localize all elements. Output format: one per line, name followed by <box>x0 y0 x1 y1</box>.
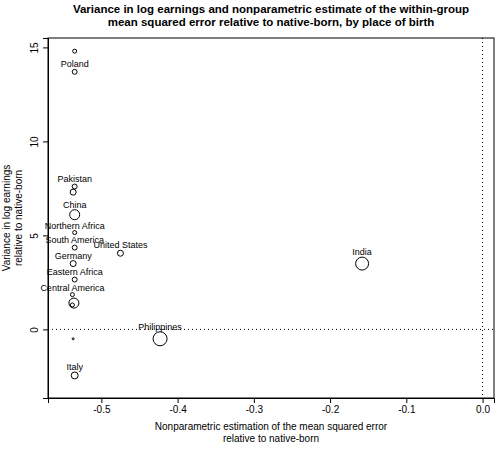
y-tick-label: 15 <box>29 42 40 54</box>
y-tick-label: 10 <box>29 136 40 148</box>
point <box>72 245 77 250</box>
point <box>70 293 74 297</box>
point <box>72 338 74 340</box>
point-label: India <box>352 247 372 257</box>
y-tick: 15 <box>29 42 48 54</box>
y-axis: 0 5 10 15 <box>29 39 49 399</box>
y-tick-label: 0 <box>29 327 40 333</box>
x-tick-mark <box>330 398 331 403</box>
point-label: Eastern Africa <box>47 267 103 277</box>
x-tick: -0.3 <box>246 398 264 415</box>
point <box>73 231 77 235</box>
y-axis-title: relative to native-born <box>13 170 24 266</box>
point-label: Northern Africa <box>45 221 105 231</box>
x-tick: -0.1 <box>398 398 416 415</box>
title: Variance in log earnings and nonparametr… <box>73 3 469 28</box>
x-tick-label: -0.2 <box>322 404 340 415</box>
x-tick: 0.0 <box>476 398 490 415</box>
x-tick-mark <box>406 398 407 403</box>
y-tick-mark <box>43 47 48 48</box>
point <box>69 298 79 308</box>
plot-area <box>48 38 494 398</box>
point-labels: PolandPakistanChinaNorthern AfricaSouth … <box>40 59 371 372</box>
point <box>153 332 167 346</box>
title-line: Variance in log earnings and nonparametr… <box>73 3 469 15</box>
point <box>70 210 80 220</box>
x-tick: -0.2 <box>322 398 340 415</box>
x-tick-label: -0.5 <box>93 404 111 415</box>
point-label: Italy <box>66 362 83 372</box>
point <box>72 277 77 282</box>
point-label: Pakistan <box>57 174 92 184</box>
x-axis-title-line: Nonparametric estimation of the mean squ… <box>155 421 388 432</box>
point <box>117 250 123 256</box>
chart: Variance in log earnings and nonparametr… <box>0 0 500 454</box>
title-line: mean squared error relative to native-bo… <box>108 16 435 28</box>
point-label: Philippines <box>138 322 182 332</box>
point <box>72 69 77 74</box>
point-label: Central America <box>40 283 104 293</box>
x-axis-title-line: relative to native-born <box>223 433 319 444</box>
y-tick: 10 <box>29 136 48 148</box>
point <box>72 184 77 189</box>
y-tick: 0 <box>29 327 48 333</box>
point <box>71 372 78 379</box>
y-tick-label: 5 <box>29 233 40 239</box>
x-tick-mark <box>101 398 102 403</box>
point <box>70 189 76 195</box>
x-tick-label: -0.4 <box>169 404 187 415</box>
y-axis-title: Variance in log earnings <box>1 165 12 272</box>
x-tick-mark <box>254 398 255 403</box>
x-tick: -0.5 <box>93 398 111 415</box>
point <box>70 303 74 307</box>
point <box>70 261 76 267</box>
y-tick-mark <box>43 329 48 330</box>
x-tick-mark <box>483 398 484 403</box>
point-label: China <box>63 200 87 210</box>
y-tick-mark <box>43 141 48 142</box>
point-label: Poland <box>61 59 89 69</box>
point-label: United States <box>93 240 148 250</box>
x-axis-title: Nonparametric estimation of the mean squ… <box>155 421 388 444</box>
x-axis-line <box>49 399 495 404</box>
x-tick-label: -0.1 <box>398 404 416 415</box>
x-tick-label: -0.3 <box>246 404 264 415</box>
reference-line <box>482 38 483 398</box>
x-tick: -0.4 <box>169 398 187 415</box>
x-axis: -0.5 -0.4 -0.3 -0.2 -0.1 0.0 <box>49 398 495 415</box>
x-tick-label: 0.0 <box>476 404 490 415</box>
point <box>73 49 77 53</box>
reference-line <box>48 329 494 330</box>
point <box>356 257 369 270</box>
x-tick-mark <box>178 398 179 403</box>
point-label: Germany <box>55 251 93 261</box>
plot-frame <box>48 38 494 398</box>
